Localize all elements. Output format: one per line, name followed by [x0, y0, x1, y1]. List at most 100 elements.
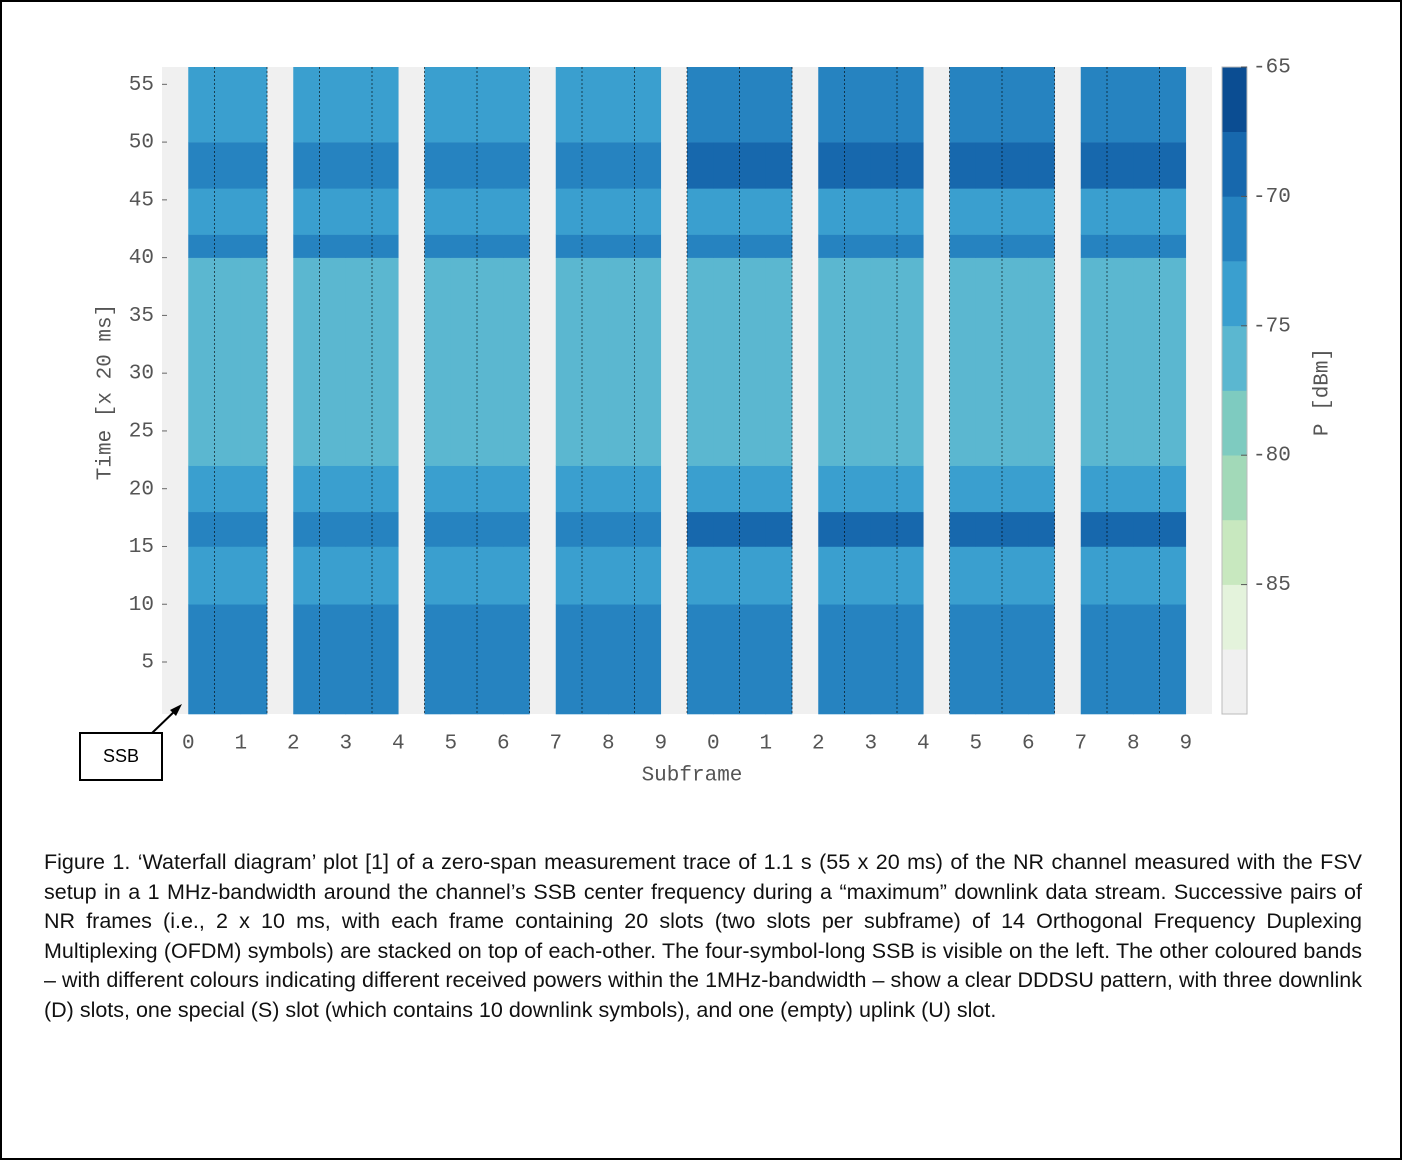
- x-tick-label: 3: [864, 733, 877, 756]
- heatmap-cell: [241, 546, 268, 604]
- heatmap-cell: [950, 188, 977, 235]
- heatmap-cell: [635, 466, 662, 513]
- heatmap-cell: [425, 188, 452, 235]
- heatmap-cell: [293, 546, 320, 604]
- x-tick-label: 2: [287, 733, 300, 756]
- heatmap-cell: [818, 235, 845, 258]
- x-tick-label: 8: [602, 733, 615, 756]
- heatmap-cell: [766, 188, 793, 235]
- heatmap-cell: [425, 546, 452, 604]
- heatmap-cell: [477, 466, 504, 513]
- x-tick-label: 0: [182, 733, 195, 756]
- heatmap-cell: [845, 142, 872, 189]
- heatmap-cell: [1133, 604, 1160, 714]
- heatmap-cell: [372, 466, 399, 513]
- heatmap-cell: [635, 546, 662, 604]
- heatmap-cell: [425, 512, 452, 547]
- heatmap-cell: [871, 142, 898, 189]
- colorbar-step: [1222, 520, 1247, 585]
- colorbar-step: [1222, 196, 1247, 261]
- heatmap-cell: [766, 142, 793, 189]
- heatmap-cell: [845, 512, 872, 547]
- heatmap-cell: [1107, 546, 1134, 604]
- heatmap-cell: [582, 546, 609, 604]
- heatmap-cell: [1028, 142, 1055, 189]
- y-tick-label: 50: [129, 132, 154, 155]
- heatmap-cell: [1028, 258, 1055, 466]
- heatmap-cell: [1107, 67, 1134, 142]
- heatmap-cell: [372, 67, 399, 142]
- heatmap-cell: [503, 67, 530, 142]
- heatmap-cell: [976, 188, 1003, 235]
- colorbar-tick-label: -65: [1253, 57, 1291, 80]
- heatmap-cell: [425, 466, 452, 513]
- heatmap-cell: [845, 466, 872, 513]
- heatmap-cell: [740, 188, 767, 235]
- heatmap-cell: [451, 235, 478, 258]
- heatmap-cell: [451, 142, 478, 189]
- heatmap-cell: [188, 512, 215, 547]
- heatmap-cell: [1133, 188, 1160, 235]
- colorbar-tick-label: -75: [1253, 315, 1291, 338]
- heatmap-cell: [818, 188, 845, 235]
- x-tick-label: 3: [339, 733, 352, 756]
- heatmap-cell: [635, 142, 662, 189]
- x-tick-label: 5: [444, 733, 457, 756]
- heatmap-cell: [1160, 67, 1187, 142]
- heatmap-cell: [188, 466, 215, 513]
- heatmap-cell: [556, 512, 583, 547]
- heatmap-cell: [477, 512, 504, 547]
- heatmap-cell: [766, 512, 793, 547]
- heatmap-cell: [372, 604, 399, 714]
- heatmap-cell: [320, 466, 347, 513]
- heatmap-cell: [215, 604, 242, 714]
- heatmap-cell: [1160, 142, 1187, 189]
- heatmap-cell: [1081, 258, 1108, 466]
- heatmap-cell: [582, 604, 609, 714]
- heatmap-cell: [1107, 142, 1134, 189]
- heatmap-cell: [1133, 546, 1160, 604]
- heatmap-cell: [556, 235, 583, 258]
- heatmap-cell: [503, 258, 530, 466]
- heatmap-cell: [425, 604, 452, 714]
- heatmap-cell: [372, 258, 399, 466]
- heatmap-cell: [215, 235, 242, 258]
- heatmap-cell: [372, 512, 399, 547]
- heatmap-cell: [582, 235, 609, 258]
- heatmap-cell: [346, 188, 373, 235]
- heatmap-cell: [477, 604, 504, 714]
- heatmap-cell: [635, 512, 662, 547]
- heatmap-cell: [976, 512, 1003, 547]
- heatmap-cell: [897, 546, 924, 604]
- heatmap-cell: [1107, 604, 1134, 714]
- colorbar-step: [1222, 67, 1247, 132]
- heatmap-cell: [635, 67, 662, 142]
- heatmap-cell: [976, 604, 1003, 714]
- y-axis-label: Time [x 20 ms]: [95, 304, 118, 480]
- heatmap-cell: [241, 604, 268, 714]
- heatmap-cell: [950, 67, 977, 142]
- heatmap-cell: [766, 604, 793, 714]
- heatmap-cell: [713, 604, 740, 714]
- heatmap-cell: [582, 67, 609, 142]
- heatmap-cell: [950, 466, 977, 513]
- colorbar-step: [1222, 391, 1247, 456]
- heatmap-cell: [293, 67, 320, 142]
- heatmap-cell: [1160, 546, 1187, 604]
- heatmap-cell: [451, 604, 478, 714]
- heatmap-cell: [556, 258, 583, 466]
- heatmap-cell: [346, 604, 373, 714]
- heatmap-cell: [687, 67, 714, 142]
- heatmap-cell: [241, 67, 268, 142]
- heatmap-cell: [503, 142, 530, 189]
- heatmap-cell: [871, 235, 898, 258]
- x-tick-label: 8: [1127, 733, 1140, 756]
- heatmap-cell: [215, 546, 242, 604]
- heatmap-cell: [608, 188, 635, 235]
- heatmap-cell: [635, 188, 662, 235]
- y-tick-label: 40: [129, 247, 154, 270]
- colorbar-step: [1222, 132, 1247, 197]
- heatmap-cell: [845, 235, 872, 258]
- heatmap-cell: [976, 546, 1003, 604]
- heatmap-cell: [871, 67, 898, 142]
